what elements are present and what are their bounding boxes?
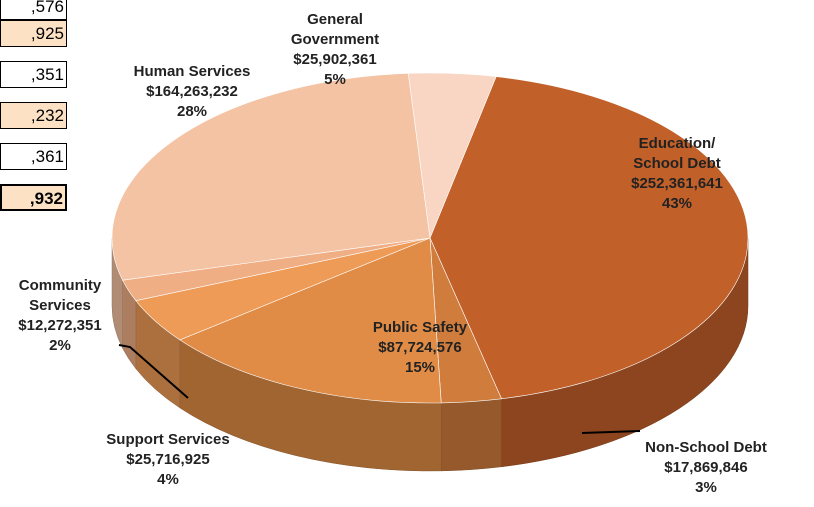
slice-percent-label: 43%: [662, 195, 692, 212]
slice-percent-label: 28%: [177, 103, 207, 120]
slice-label: Public Safety: [373, 319, 468, 336]
slice-label: Government: [291, 31, 379, 48]
slice-percent-label: 2%: [49, 337, 71, 354]
slice-value-label: $25,716,925: [126, 451, 209, 468]
pie-slice: [111, 73, 431, 281]
table-total-cell: ,932: [0, 184, 67, 211]
slice-label: Support Services: [106, 431, 229, 448]
leader-line: [581, 430, 641, 434]
slice-value-label: $164,263,232: [146, 83, 238, 100]
slice-label: General: [307, 11, 363, 28]
slice-value-label: $17,869,846: [664, 459, 747, 476]
leader-line: [118, 344, 189, 399]
table-cell: ,232: [0, 102, 67, 129]
slice-percent-label: 4%: [157, 471, 179, 488]
pie-slice: [407, 72, 497, 240]
slice-label: Human Services: [134, 63, 251, 80]
slice-label: Education/: [639, 135, 717, 152]
slice-percent-label: 15%: [405, 359, 435, 376]
table-cell: ,361: [0, 143, 67, 170]
slice-percent-label: 3%: [695, 479, 717, 496]
slice-label: School Debt: [633, 155, 721, 172]
slice-percent-label: 5%: [324, 71, 346, 88]
slice-value-label: $252,361,641: [631, 175, 723, 192]
slice-label: Non-School Debt: [645, 439, 767, 456]
table-cell: ,576: [0, 0, 67, 20]
table-cell: ,925: [0, 20, 67, 47]
pie-slice-side: [440, 398, 502, 472]
table-cell: ,351: [0, 61, 67, 88]
slice-value-label: $25,902,361: [293, 51, 376, 68]
slice-value-label: $12,272,351: [18, 317, 101, 334]
slice-value-label: $87,724,576: [378, 339, 461, 356]
pie-slice: [179, 237, 442, 404]
slice-label: Services: [29, 297, 91, 314]
pie-slice: [429, 76, 749, 400]
slice-label: Community: [19, 277, 102, 294]
